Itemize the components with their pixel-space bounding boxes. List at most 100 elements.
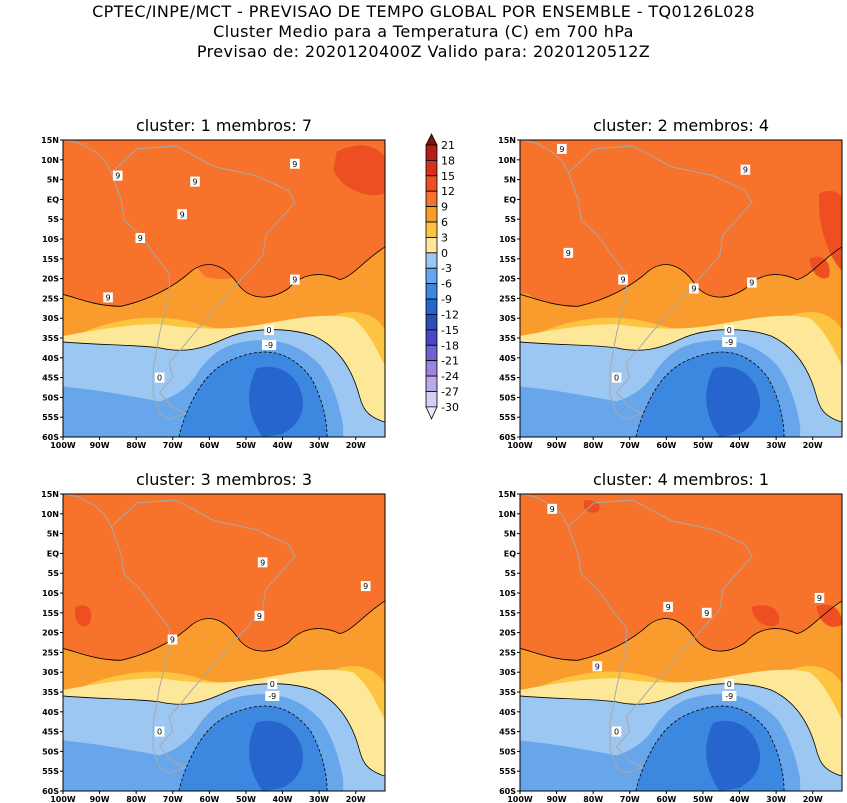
- y-tick-label: 10N: [41, 156, 59, 165]
- x-tick-label: 60W: [656, 441, 676, 450]
- y-tick-label: 10N: [498, 510, 516, 519]
- contour-9: [520, 140, 842, 306]
- svg-text:9: 9: [666, 603, 671, 612]
- y-tick-label: 15N: [498, 490, 516, 499]
- colorbar-box: [425, 175, 438, 192]
- colorbar-box: [425, 206, 438, 223]
- cluster-panel-4: cluster: 4 membros: 1 15N 10N 5N EQ 5S 10S 15S 2…: [498, 470, 843, 803]
- y-tick-label: 40S: [499, 708, 516, 717]
- shaded-band: [706, 720, 760, 791]
- x-tick-label: 20W: [803, 795, 823, 803]
- y-tick-label: 50S: [42, 747, 59, 756]
- y-tick-label: 40S: [42, 354, 59, 363]
- y-tick-label: 5S: [48, 215, 60, 224]
- y-tick-label: 5S: [48, 569, 60, 578]
- contour-label: -9: [722, 690, 737, 701]
- svg-text:9: 9: [817, 594, 822, 603]
- x-tick-label: 20W: [346, 795, 366, 803]
- contour-label: 9: [360, 581, 371, 592]
- colorbar-box: [425, 221, 438, 238]
- x-tick-label: 20W: [346, 441, 366, 450]
- shaded-band: [333, 145, 385, 196]
- svg-text:0: 0: [727, 680, 732, 689]
- contour-label: 9: [663, 601, 673, 612]
- y-tick-label: 20S: [42, 629, 59, 638]
- svg-text:0: 0: [267, 326, 272, 335]
- y-tick-label: 60S: [42, 787, 59, 796]
- contour-label: 9: [190, 176, 200, 187]
- y-tick-label: 60S: [499, 787, 516, 796]
- svg-text:9: 9: [550, 505, 555, 514]
- colorbar-label: 12: [441, 185, 455, 198]
- contour-label: 9: [290, 158, 300, 169]
- colorbar-box: [425, 360, 438, 377]
- colorbar-box: [425, 237, 438, 254]
- svg-text:0: 0: [727, 326, 732, 335]
- y-tick-label: 30S: [42, 314, 59, 323]
- svg-text:9: 9: [192, 178, 197, 187]
- x-tick-label: 80W: [126, 441, 146, 450]
- shaded-band: [249, 720, 303, 791]
- contour-label: 0: [154, 726, 165, 737]
- y-tick-label: 15N: [41, 136, 59, 145]
- y-tick-label: 40S: [42, 708, 59, 717]
- svg-text:9: 9: [595, 662, 600, 671]
- y-tick-label: 15S: [499, 609, 516, 618]
- svg-text:9: 9: [691, 285, 696, 294]
- y-tick-label: 10S: [42, 589, 59, 598]
- x-tick-label: 30W: [766, 441, 786, 450]
- colorbar-box: [425, 298, 438, 315]
- x-tick-label: 30W: [766, 795, 786, 803]
- colorbar-box: [425, 283, 438, 300]
- svg-text:9: 9: [566, 249, 571, 258]
- temperature-field: [63, 494, 385, 791]
- x-tick-label: 40W: [730, 795, 750, 803]
- y-tick-label: 10N: [498, 156, 516, 165]
- x-tick-label: 30W: [309, 441, 329, 450]
- x-tick-label: 50W: [693, 441, 713, 450]
- y-tick-label: 20S: [42, 275, 59, 284]
- contour-label: 9: [290, 274, 300, 285]
- x-tick-label: 40W: [273, 441, 293, 450]
- y-tick-label: 45S: [499, 728, 516, 737]
- x-tick-label: 100W: [50, 795, 76, 803]
- colorbar-bottom-arrow: [425, 406, 438, 420]
- panel-title: cluster: 1 membros: 7: [136, 116, 312, 135]
- y-tick-label: 10N: [41, 510, 59, 519]
- colorbar-label: -15: [441, 324, 459, 337]
- contour-label: 0: [154, 372, 165, 383]
- contour-minus9: [179, 706, 327, 791]
- y-tick-label: 10S: [499, 589, 516, 598]
- cluster-panel-3: cluster: 3 membros: 3 15N 10N 5N EQ 5S 10S 15S 2…: [41, 470, 386, 803]
- colorbar-box: [425, 267, 438, 285]
- x-tick-label: 30W: [309, 795, 329, 803]
- y-tick-label: 10S: [42, 235, 59, 244]
- coastline: [63, 494, 111, 527]
- contour-label: 0: [611, 372, 622, 383]
- contour-label: 9: [112, 170, 123, 181]
- colorbar-label: -24: [441, 370, 459, 383]
- plot-frame: [62, 493, 386, 792]
- contour-label: 0: [267, 679, 278, 690]
- y-tick-label: 5N: [504, 530, 516, 539]
- colorbar-label: -3: [441, 262, 452, 275]
- colorbar-box: [425, 252, 438, 269]
- colorbar-box: [425, 375, 438, 392]
- contour-label: 9: [547, 503, 557, 514]
- contour-label: 0: [724, 679, 735, 690]
- coastline: [111, 146, 295, 419]
- colorbar: 21 18 15 12 9 6 3 0 -3 -6 -9 -12 -15 -18 -21 -24 -27 -30: [425, 133, 459, 420]
- coastline: [568, 500, 752, 773]
- svg-text:0: 0: [157, 374, 162, 383]
- y-tick-label: 60S: [42, 433, 59, 442]
- y-tick-label: 30S: [42, 668, 59, 677]
- shaded-band: [816, 604, 842, 627]
- contour-minus9: [636, 352, 784, 437]
- y-tick-label: 5N: [47, 176, 59, 185]
- y-tick-label: EQ: [47, 195, 59, 204]
- y-tick-label: 10S: [499, 235, 516, 244]
- contour-label: 0: [611, 726, 622, 737]
- contour-label: 9: [747, 277, 757, 288]
- x-tick-label: 80W: [583, 795, 603, 803]
